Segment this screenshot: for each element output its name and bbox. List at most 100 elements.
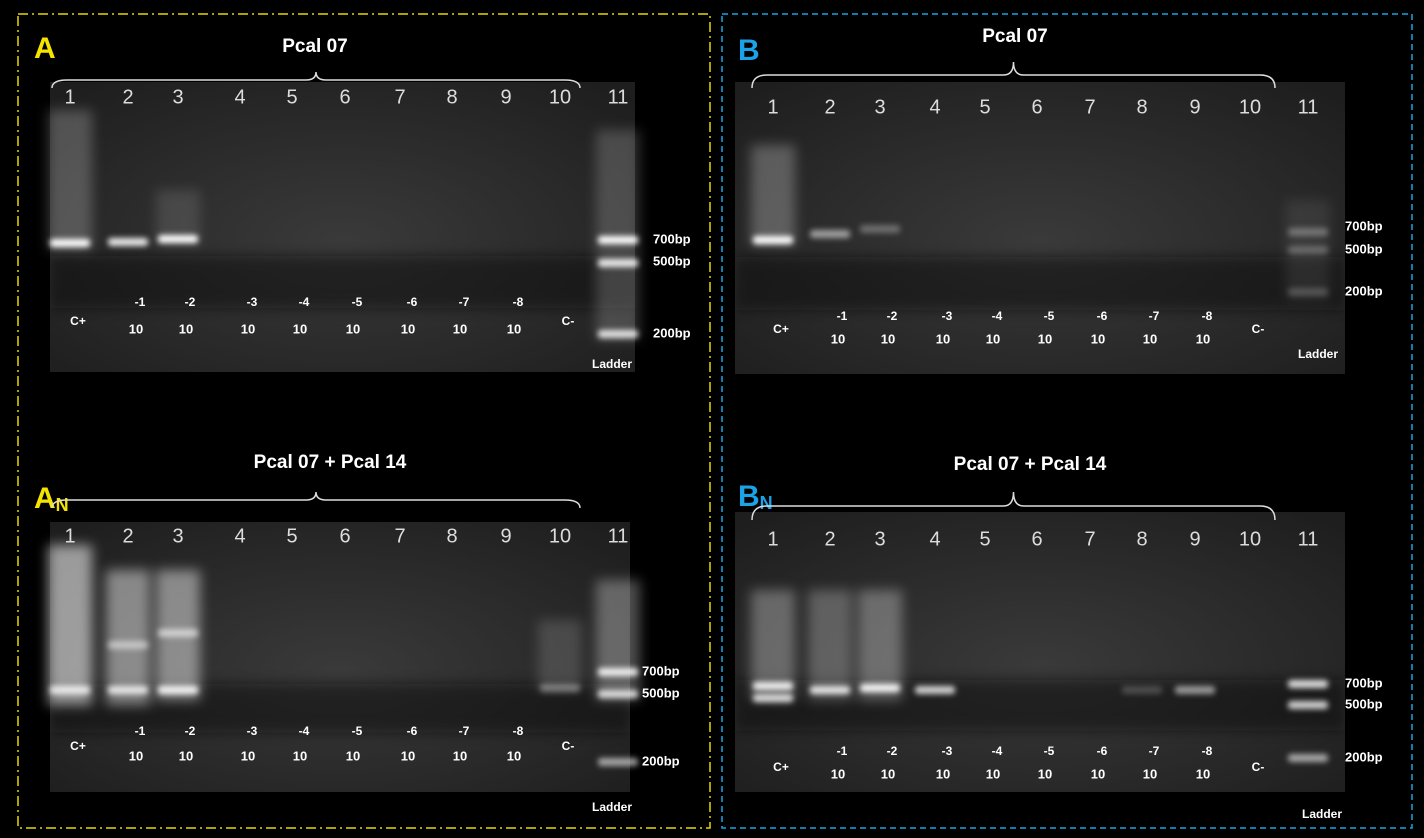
smear bbox=[751, 590, 795, 700]
control-label: C+ bbox=[70, 739, 86, 753]
band bbox=[1288, 701, 1328, 709]
band bbox=[753, 694, 793, 702]
control-label: C+ bbox=[773, 760, 789, 774]
smear bbox=[48, 110, 92, 250]
gel-shadow bbox=[50, 256, 635, 309]
lane-number: 6 bbox=[1031, 528, 1042, 550]
ladder-label: Ladder bbox=[592, 800, 632, 814]
lane-number: 2 bbox=[824, 528, 835, 550]
ladder-label: Ladder bbox=[1302, 807, 1342, 821]
panel-label-letter: A bbox=[34, 482, 56, 515]
band bbox=[598, 259, 638, 267]
exponent: -4 bbox=[299, 724, 310, 738]
dilution: 10 bbox=[1091, 766, 1105, 781]
lane-number: 5 bbox=[286, 525, 297, 547]
dilution: 10 bbox=[179, 321, 193, 336]
panel-label: B bbox=[738, 34, 760, 67]
exponent: -1 bbox=[837, 744, 848, 758]
gel-panel: AN Pcal 07 + Pcal 14 1 2 3 4 5 6 7 8 9 10 11 C+ -1 10 -2… bbox=[34, 452, 680, 814]
panel-label-letter: A bbox=[34, 32, 56, 65]
lane-number: 3 bbox=[172, 525, 183, 547]
gel-panel: BN Pcal 07 + Pcal 14 1 2 3 4 5 6 7 8 9 10 11 C+ -1 10 -2… bbox=[735, 454, 1383, 821]
dilution: 10 bbox=[881, 331, 895, 346]
lane-number: 3 bbox=[874, 96, 885, 118]
exponent: -4 bbox=[299, 295, 310, 309]
band bbox=[810, 230, 850, 238]
panel-label: BN bbox=[738, 480, 773, 513]
band bbox=[598, 668, 638, 676]
lane-number: 9 bbox=[500, 525, 511, 547]
lane-number: 4 bbox=[234, 525, 245, 547]
band bbox=[108, 686, 148, 694]
dilution: 10 bbox=[986, 766, 1000, 781]
band bbox=[915, 686, 955, 694]
lane-number: 4 bbox=[929, 528, 940, 550]
gel-shadow bbox=[735, 257, 1345, 310]
smear bbox=[538, 620, 582, 690]
lane-number: 5 bbox=[979, 528, 990, 550]
band bbox=[598, 690, 638, 698]
smear bbox=[48, 545, 92, 705]
lane-number: 4 bbox=[929, 96, 940, 118]
brace bbox=[51, 491, 581, 509]
lane-number: 10 bbox=[1239, 528, 1261, 550]
marker-label: 200bp bbox=[653, 325, 691, 340]
marker-label: 200bp bbox=[642, 753, 680, 768]
band bbox=[50, 239, 90, 247]
lane-number: 9 bbox=[1189, 96, 1200, 118]
dilution: 10 bbox=[241, 748, 255, 763]
lane-number: 9 bbox=[500, 86, 511, 108]
exponent: -4 bbox=[992, 309, 1003, 323]
dilution: 10 bbox=[881, 766, 895, 781]
dilution: 10 bbox=[507, 748, 521, 763]
marker-label: 500bp bbox=[1345, 241, 1383, 256]
dilution: 10 bbox=[401, 748, 415, 763]
band bbox=[598, 236, 638, 244]
band bbox=[1288, 246, 1328, 254]
exponent: -6 bbox=[407, 295, 418, 309]
band bbox=[540, 684, 580, 692]
dilution: 10 bbox=[1038, 331, 1052, 346]
lane-number: 1 bbox=[767, 96, 778, 118]
exponent: -6 bbox=[1097, 309, 1108, 323]
dilution: 10 bbox=[831, 766, 845, 781]
exponent: -8 bbox=[1202, 309, 1213, 323]
exponent: -2 bbox=[185, 295, 196, 309]
band bbox=[598, 758, 638, 766]
lane-number: 7 bbox=[1084, 528, 1095, 550]
band bbox=[50, 686, 90, 694]
band bbox=[860, 225, 900, 233]
dilution: 10 bbox=[401, 321, 415, 336]
dilution: 10 bbox=[453, 321, 467, 336]
exponent: -5 bbox=[352, 295, 363, 309]
lane-number: 11 bbox=[608, 86, 629, 108]
dilution: 10 bbox=[129, 321, 143, 336]
dilution: 10 bbox=[453, 748, 467, 763]
dilution: 10 bbox=[831, 331, 845, 346]
control-label: C- bbox=[1252, 760, 1265, 774]
panel-label: A bbox=[34, 32, 56, 65]
dilution: 10 bbox=[346, 748, 360, 763]
panel-title: Pcal 07 bbox=[282, 36, 348, 57]
lane-number: 1 bbox=[64, 86, 75, 108]
ladder-label: Ladder bbox=[592, 357, 632, 371]
lane-number: 10 bbox=[549, 86, 571, 108]
exponent: -5 bbox=[1044, 309, 1055, 323]
band bbox=[158, 686, 198, 694]
dilution: 10 bbox=[1143, 331, 1157, 346]
exponent: -6 bbox=[407, 724, 418, 738]
band bbox=[810, 686, 850, 694]
dilution: 10 bbox=[293, 748, 307, 763]
exponent: -7 bbox=[459, 295, 470, 309]
smear bbox=[106, 570, 150, 705]
lane-number: 8 bbox=[446, 86, 457, 108]
band bbox=[158, 629, 198, 637]
marker-label: 700bp bbox=[653, 231, 691, 246]
marker-label: 200bp bbox=[1345, 749, 1383, 764]
exponent: -7 bbox=[1149, 309, 1160, 323]
marker-label: 500bp bbox=[1345, 696, 1383, 711]
lane-number: 2 bbox=[122, 86, 133, 108]
marker-label: 700bp bbox=[1345, 218, 1383, 233]
control-label: C- bbox=[562, 314, 575, 328]
control-label: C+ bbox=[773, 322, 789, 336]
